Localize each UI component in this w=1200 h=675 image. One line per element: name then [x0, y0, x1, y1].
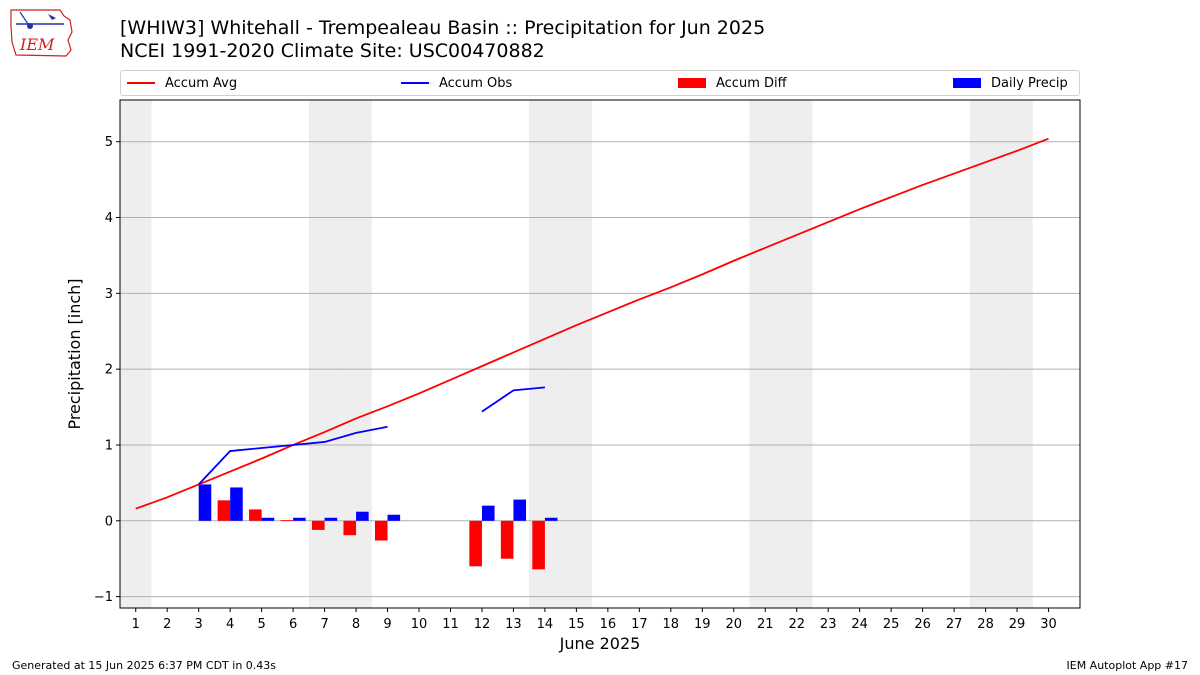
- x-tick-label: 25: [883, 617, 900, 632]
- x-tick-label: 10: [411, 617, 428, 632]
- accum-obs-line: [198, 425, 388, 486]
- y-tick-label: 0: [105, 514, 113, 529]
- x-tick-label: 9: [383, 617, 391, 632]
- x-tick-label: 7: [320, 617, 328, 632]
- x-tick-label: 4: [226, 617, 234, 632]
- plot-frame: [119, 99, 1081, 609]
- chart-title: [WHIW3] Whitehall - Trempealeau Basin ::…: [120, 17, 766, 39]
- daily-precip-bar: [230, 487, 243, 521]
- daily-precip-bar: [261, 517, 275, 521]
- x-tick-label: 28: [977, 617, 994, 632]
- daily-precip-bar: [198, 484, 212, 521]
- accum-diff-bar: [280, 520, 294, 521]
- y-tick-label: 5: [105, 135, 113, 150]
- legend-label-accum-avg: Accum Avg: [165, 75, 238, 91]
- x-tick-label: 16: [600, 617, 617, 632]
- x-tick-label: 6: [289, 617, 297, 632]
- legend-swatch-accum-diff: [678, 78, 706, 88]
- daily-precip-bar: [544, 517, 558, 521]
- x-tick-label: 5: [257, 617, 265, 632]
- legend-label-daily-precip: Daily Precip: [991, 75, 1068, 91]
- y-tick-label: 3: [105, 287, 113, 302]
- daily-precip-bar: [387, 514, 401, 521]
- daily-precip-bar: [324, 517, 338, 521]
- legend: Accum Avg Accum Obs Accum Diff Daily Pre…: [120, 70, 1080, 96]
- x-tick-label: 8: [352, 617, 360, 632]
- weekend-shade: [308, 100, 341, 608]
- x-tick-label: 12: [474, 617, 491, 632]
- daily-precip-bar: [513, 499, 527, 521]
- accum-diff-bar: [500, 520, 514, 559]
- legend-label-accum-obs: Accum Obs: [439, 75, 513, 91]
- x-tick-label: 26: [914, 617, 931, 632]
- legend-item-accum-avg: Accum Avg: [127, 74, 237, 92]
- x-tick-label: 3: [195, 617, 203, 632]
- x-tick-label: 2: [163, 617, 171, 632]
- x-tick-label: 14: [537, 617, 554, 632]
- x-tick-label: 20: [725, 617, 742, 632]
- y-tick-label: 4: [105, 211, 113, 226]
- accum-diff-bar: [343, 520, 357, 536]
- chart-subtitle: NCEI 1991-2020 Climate Site: USC00470882: [120, 40, 545, 62]
- weekend-shade: [780, 100, 813, 608]
- legend-swatch-accum-avg: [127, 82, 155, 84]
- weekend-shade: [969, 100, 1002, 608]
- app-footer: IEM Autoplot App #17: [1066, 659, 1189, 672]
- x-tick-label: 18: [663, 617, 680, 632]
- x-tick-label: 24: [851, 617, 868, 632]
- accum-diff-bar: [217, 500, 231, 521]
- x-tick-label: 22: [788, 617, 805, 632]
- accum-avg-line: [135, 137, 1049, 510]
- accum-diff-bar: [312, 520, 325, 530]
- accum-diff-bar: [532, 520, 545, 570]
- legend-swatch-daily-precip: [953, 78, 981, 88]
- x-tick-label: 21: [757, 617, 774, 632]
- generated-footer: Generated at 15 Jun 2025 6:37 PM CDT in …: [12, 659, 277, 672]
- iem-logo: IEM: [10, 9, 73, 57]
- x-tick-label: 11: [442, 617, 459, 632]
- y-tick-label: 1: [105, 438, 113, 453]
- x-tick-label: 1: [132, 617, 140, 632]
- x-tick-label: 27: [946, 617, 963, 632]
- x-tick-label: 15: [568, 617, 585, 632]
- x-tick-label: 17: [631, 617, 648, 632]
- daily-precip-bar: [481, 505, 495, 521]
- logo-text: IEM: [19, 35, 55, 54]
- accum-obs-line: [481, 386, 546, 413]
- y-tick-label: 2: [105, 363, 113, 378]
- x-tick-label: 23: [820, 617, 837, 632]
- x-tick-label: 29: [1009, 617, 1026, 632]
- accum-diff-bar: [249, 509, 262, 521]
- legend-swatch-accum-obs: [401, 82, 429, 84]
- accum-diff-bar: [374, 520, 388, 541]
- weekend-shade: [1001, 100, 1033, 608]
- legend-item-daily-precip: Daily Precip: [953, 74, 1068, 92]
- x-tick-label: 19: [694, 617, 711, 632]
- legend-label-accum-diff: Accum Diff: [716, 75, 787, 91]
- accum-diff-bar: [469, 520, 482, 567]
- weekend-shade: [120, 100, 152, 608]
- legend-item-accum-obs: Accum Obs: [401, 74, 512, 92]
- legend-item-accum-diff: Accum Diff: [678, 74, 787, 92]
- daily-precip-bar: [356, 511, 369, 521]
- y-tick-label: −1: [94, 590, 113, 605]
- x-tick-label: 13: [505, 617, 522, 632]
- y-axis-label: Precipitation [inch]: [65, 278, 84, 429]
- weekend-shade: [749, 100, 781, 608]
- x-tick-label: 30: [1040, 617, 1057, 632]
- weekend-shade: [560, 100, 593, 608]
- x-axis-label: June 2025: [559, 634, 641, 653]
- daily-precip-bar: [293, 517, 306, 521]
